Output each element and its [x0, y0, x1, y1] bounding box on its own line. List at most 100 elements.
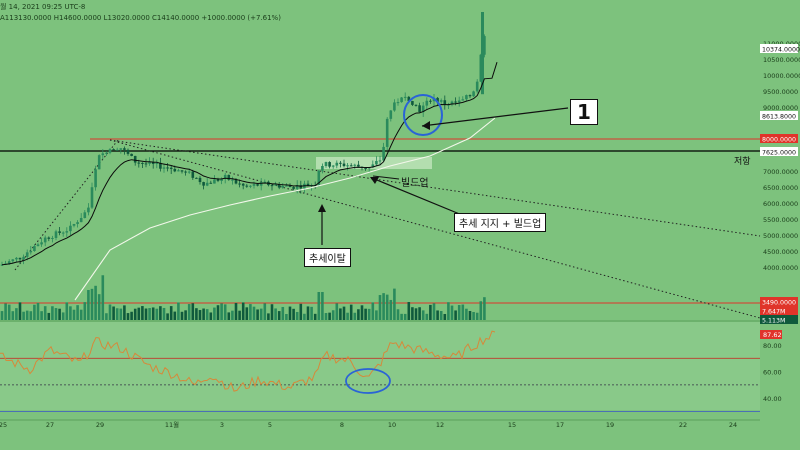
volume-bar: [349, 304, 353, 320]
volume-bar: [342, 306, 346, 320]
volume-bar: [421, 310, 425, 320]
time-tick-label: 25: [0, 421, 7, 429]
candle-body: [249, 185, 252, 187]
candle-body: [382, 146, 385, 161]
volume-bar: [234, 302, 238, 320]
volume-bar: [76, 305, 79, 320]
volume-bar: [209, 312, 213, 320]
candle-body: [76, 222, 79, 225]
volume-bar: [335, 303, 339, 320]
volume-bar: [339, 308, 342, 320]
candle-body: [184, 171, 187, 173]
time-tick-label: 27: [46, 421, 54, 429]
volume-bar: [475, 312, 479, 320]
price-tick-label: 10000.0000: [763, 72, 800, 80]
candle-body: [346, 165, 349, 167]
candle-body: [36, 244, 40, 247]
ohlc-header: A113130.0000 H14600.0000 L13020.0000 C14…: [0, 14, 281, 22]
volume-bar: [177, 302, 180, 320]
volume-bar: [151, 307, 155, 320]
candle-body: [457, 100, 461, 103]
candle-body: [213, 179, 216, 184]
candle-body: [378, 160, 382, 162]
candle-body: [173, 168, 177, 172]
candle-body: [274, 184, 277, 186]
volume-bar: [249, 304, 252, 320]
volume-bar: [29, 311, 33, 320]
volume-bar: [33, 304, 36, 320]
volume-bar: [18, 302, 22, 320]
candle-body: [317, 170, 321, 186]
volume-bar: [22, 311, 25, 320]
price-tick-label: 9000.0000: [763, 104, 798, 112]
arrowhead: [422, 121, 430, 130]
time-tick-label: 12: [436, 421, 444, 429]
rsi-current-box: [760, 330, 782, 339]
candle-body: [47, 237, 51, 239]
volume-bar: [317, 292, 321, 320]
candle-body: [439, 100, 443, 102]
candle-body: [15, 257, 18, 260]
volume-bar: [310, 306, 313, 320]
buildup-label: 빌드업: [401, 178, 429, 189]
candle-body: [321, 166, 324, 171]
candle-body: [79, 217, 83, 223]
price-label-text: 7625.0000: [762, 150, 796, 157]
volume-bar: [180, 311, 184, 320]
volume-bar: [389, 299, 393, 320]
volume-bar: [166, 313, 169, 320]
volume-bar: [15, 308, 18, 320]
candle-body: [87, 207, 90, 213]
candle-body: [151, 161, 155, 164]
volume-bar: [108, 304, 112, 320]
volume-bar: [393, 288, 396, 320]
candle-body: [429, 100, 432, 102]
candle-body: [331, 165, 335, 167]
volume-bar: [468, 310, 472, 320]
candle-body: [292, 187, 295, 189]
candle-body: [155, 162, 159, 164]
rsi-tick-label: 60.00: [763, 369, 782, 377]
candle-body: [277, 184, 281, 188]
volume-bar: [411, 307, 414, 320]
volume-bar: [357, 309, 360, 320]
candle-body: [475, 81, 479, 92]
volume-bar: [306, 306, 310, 320]
time-tick-label: 10: [388, 421, 396, 429]
candle-body: [241, 183, 245, 186]
candle-body: [187, 171, 191, 173]
volume-bar: [159, 306, 162, 320]
volume-bar: [400, 313, 403, 320]
candle-body: [159, 162, 162, 169]
volume-bar: [155, 308, 159, 320]
candle-body: [418, 105, 421, 113]
volume-bar: [213, 307, 216, 320]
candle-body: [371, 164, 375, 168]
price-tick-label: 4000.0000: [763, 264, 798, 272]
time-tick-label: 5: [268, 421, 272, 429]
volume-bar: [281, 306, 285, 320]
candle-body: [11, 259, 15, 262]
volume-bar: [187, 304, 191, 320]
candle-body: [130, 153, 133, 156]
candle-body: [162, 167, 166, 169]
price-label-box: [760, 111, 798, 120]
rsi-tick-label: 40.00: [763, 395, 782, 403]
volume-bar: [191, 303, 195, 320]
candle-body: [461, 99, 465, 101]
volume-bar: [375, 310, 378, 320]
candle-body: [328, 162, 331, 167]
volume-bar: [324, 313, 328, 320]
price-label-box: [760, 306, 798, 315]
volume-bar: [227, 312, 231, 320]
candle-body: [61, 232, 65, 234]
candle-body: [72, 224, 76, 226]
volume-bar: [144, 308, 148, 320]
volume-bar: [432, 303, 436, 320]
volume-bar: [436, 310, 439, 320]
candle-body: [202, 182, 205, 186]
volume-bar: [58, 308, 61, 320]
volume-bar: [371, 302, 375, 320]
